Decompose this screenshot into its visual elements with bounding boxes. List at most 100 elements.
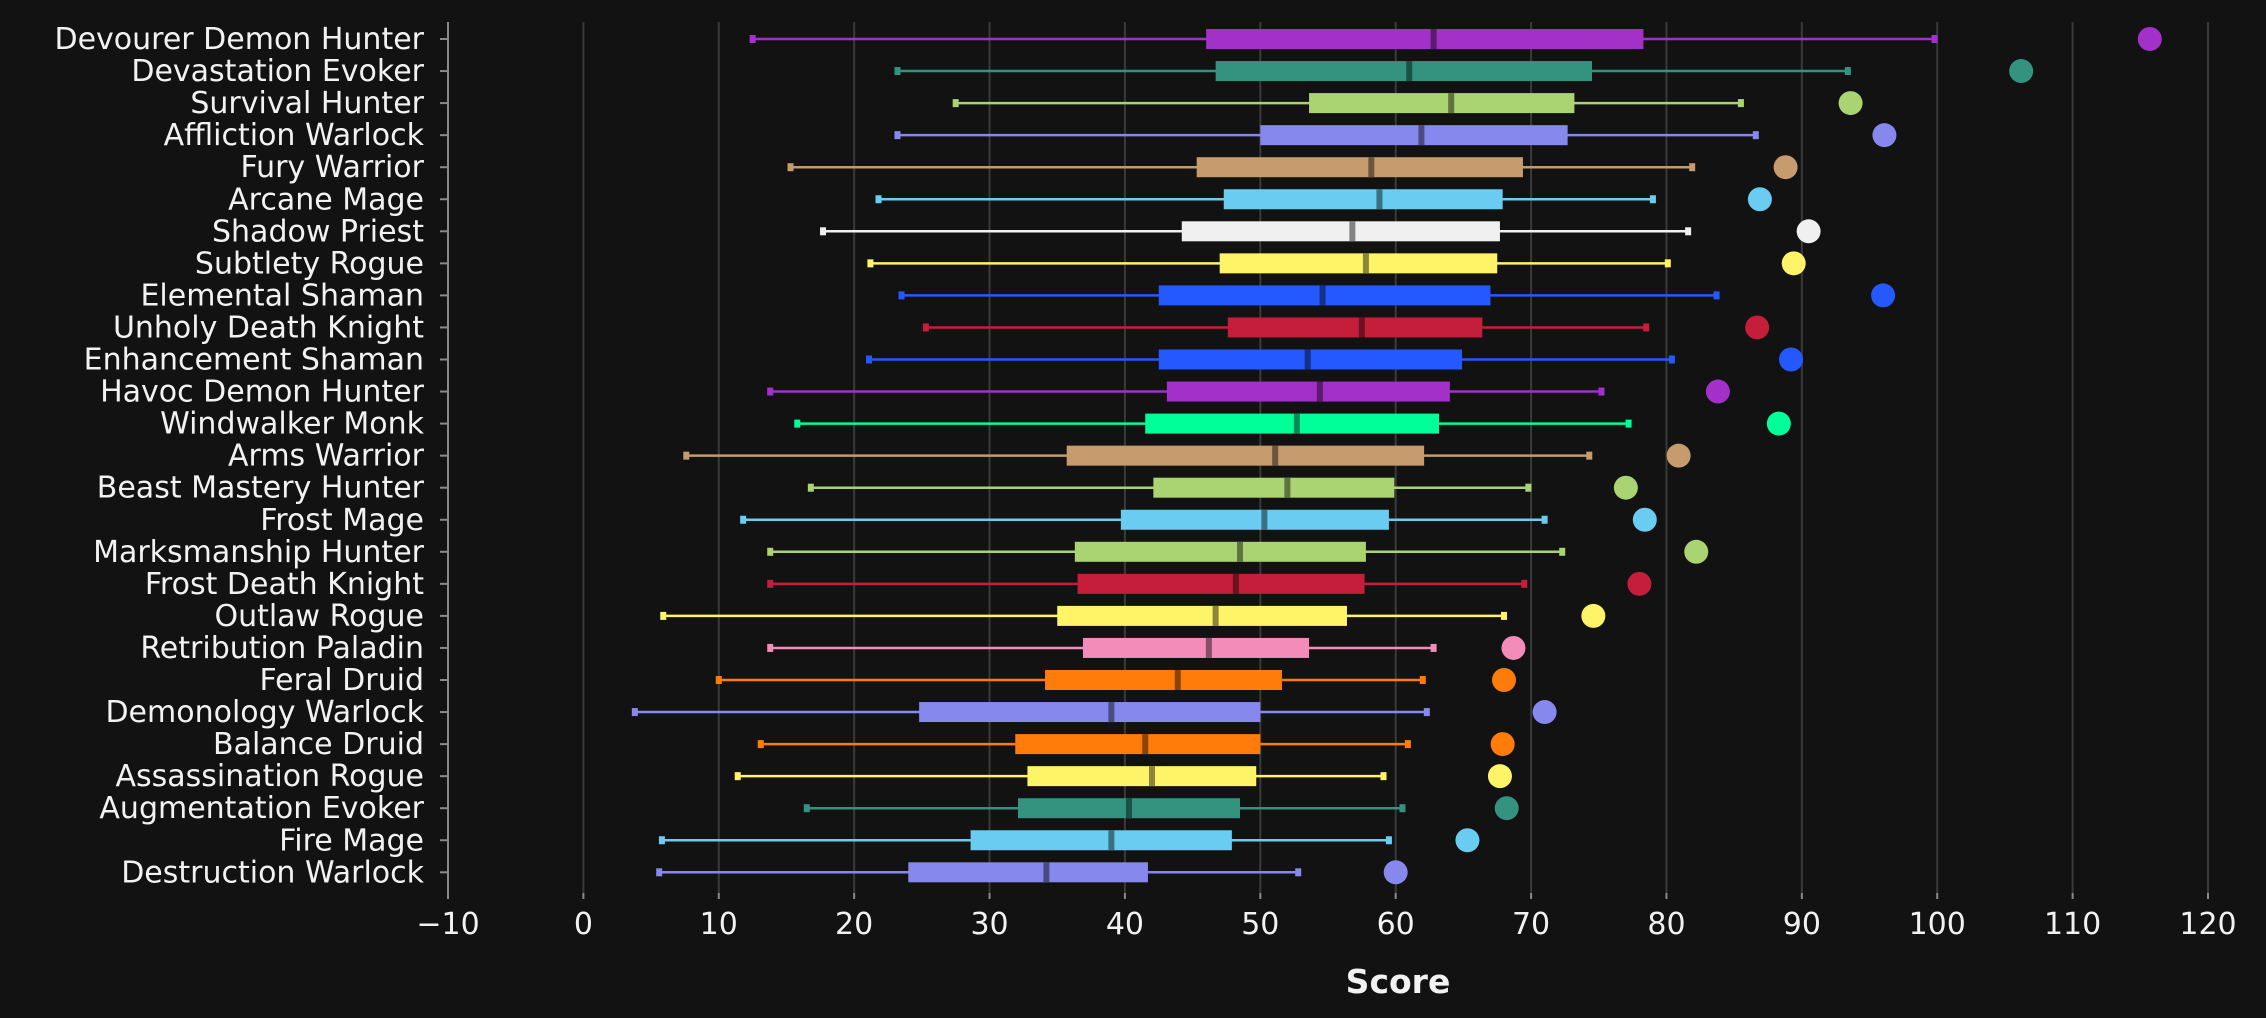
whisker-cap-low xyxy=(658,836,665,845)
max-point xyxy=(1632,507,1657,532)
axes: −10 0 10 20 30 40 50 60 70 80 90 100 110 120 xyxy=(416,22,2237,942)
whisker-cap-high xyxy=(1423,708,1430,717)
max-point xyxy=(1796,219,1821,244)
whisker-cap-low xyxy=(875,195,882,204)
iqr-box xyxy=(1145,413,1440,434)
category-label: Beast Mastery Hunter xyxy=(97,471,425,506)
category-label: Havoc Demon Hunter xyxy=(100,375,425,410)
median-marker xyxy=(1418,125,1425,146)
median-marker xyxy=(1125,798,1132,819)
max-point xyxy=(1613,475,1638,500)
max-point xyxy=(2137,27,2162,51)
x-tick-label: 20 xyxy=(835,907,873,942)
iqr-box xyxy=(1215,61,1592,82)
series-row: Marksmanship Hunter xyxy=(93,535,1709,570)
x-tick-label: 110 xyxy=(2044,907,2101,942)
x-tick-label: 40 xyxy=(1106,907,1144,942)
max-point xyxy=(1581,603,1606,628)
max-point xyxy=(1627,571,1652,596)
median-marker xyxy=(1212,605,1219,626)
series-row: Devourer Demon Hunter xyxy=(54,22,2162,57)
series-row: Retribution Paladin xyxy=(140,631,1526,666)
whisker-cap-low xyxy=(757,740,764,749)
whisker-cap-high xyxy=(1419,676,1426,684)
x-axis-title: Score xyxy=(1346,962,1451,1001)
iqr-box xyxy=(1015,734,1261,755)
whisker-cap-low xyxy=(820,227,827,236)
iqr-box xyxy=(1260,125,1568,146)
whisker-cap-high xyxy=(1525,483,1532,492)
whisker-cap-low xyxy=(715,676,722,684)
whisker-cap-low xyxy=(807,483,814,492)
iqr-box xyxy=(1057,605,1347,626)
median-marker xyxy=(1149,766,1155,787)
whisker-cap-high xyxy=(1385,836,1392,845)
whisker-cap-low xyxy=(767,387,774,396)
category-label: Destruction Warlock xyxy=(121,855,424,890)
median-marker xyxy=(1304,349,1311,370)
median-marker xyxy=(1261,509,1268,530)
series-row: Frost Mage xyxy=(260,503,1657,538)
whisker-cap-high xyxy=(1295,868,1302,877)
iqr-box xyxy=(1077,573,1365,594)
iqr-box xyxy=(1027,766,1257,787)
median-marker xyxy=(1316,381,1323,402)
category-label: Arcane Mage xyxy=(228,182,424,217)
iqr-box xyxy=(919,702,1261,723)
whisker-cap-high xyxy=(1501,611,1507,620)
whisker-cap-high xyxy=(1598,387,1605,396)
median-marker xyxy=(1376,189,1383,210)
whisker-cap-low xyxy=(898,291,905,300)
x-tick-label: 120 xyxy=(2179,907,2236,942)
category-label: Survival Hunter xyxy=(190,86,424,121)
iqr-box xyxy=(1219,253,1498,274)
whisker-cap-high xyxy=(1380,772,1387,781)
series-row: Beast Mastery Hunter xyxy=(97,471,1638,506)
whisker-cap-low xyxy=(866,355,873,364)
median-marker xyxy=(1237,541,1243,562)
whisker-cap-high xyxy=(1668,355,1675,364)
series-row: Elemental Shaman xyxy=(140,278,1896,313)
iqr-box xyxy=(1227,317,1483,338)
iqr-box xyxy=(1074,541,1366,562)
median-marker xyxy=(1232,573,1239,594)
median-marker xyxy=(1448,93,1455,114)
max-point xyxy=(1684,539,1709,564)
median-marker xyxy=(1043,862,1050,883)
whisker-cap-high xyxy=(1404,740,1411,749)
median-marker xyxy=(1362,253,1369,274)
max-point xyxy=(1838,91,1863,116)
whisker-cap-low xyxy=(740,515,747,524)
iqr-box xyxy=(1166,381,1450,402)
iqr-box xyxy=(970,830,1232,851)
whisker-cap-low xyxy=(952,99,959,108)
max-point xyxy=(1455,828,1480,853)
median-marker xyxy=(1349,221,1356,242)
series-row: Enhancement Shaman xyxy=(84,343,1804,378)
series-row: Subtlety Rogue xyxy=(195,246,1806,281)
median-marker xyxy=(1358,317,1365,338)
iqr-box xyxy=(1223,189,1503,210)
whisker-cap-high xyxy=(1713,291,1720,300)
max-point xyxy=(1872,123,1897,148)
series-row: Demonology Warlock xyxy=(105,695,1557,730)
whisker-cap-low xyxy=(767,643,774,652)
x-tick-label: 70 xyxy=(1512,907,1550,942)
max-point xyxy=(1766,411,1791,436)
max-point xyxy=(1487,764,1512,789)
max-point xyxy=(1501,635,1526,660)
series-row: Augmentation Evoker xyxy=(99,791,1519,826)
median-marker xyxy=(1284,477,1291,498)
whisker-cap-low xyxy=(803,804,810,813)
whisker-cap-low xyxy=(767,547,774,556)
iqr-box xyxy=(1196,157,1523,178)
max-point xyxy=(1871,283,1896,308)
whisker-cap-high xyxy=(1664,259,1671,268)
category-label: Retribution Paladin xyxy=(140,631,424,666)
x-tick-label: 80 xyxy=(1647,907,1685,942)
whisker-cap-low xyxy=(894,67,901,76)
category-label: Fury Warrior xyxy=(240,150,424,185)
series-row: Destruction Warlock xyxy=(121,855,1408,890)
median-marker xyxy=(1272,445,1279,466)
